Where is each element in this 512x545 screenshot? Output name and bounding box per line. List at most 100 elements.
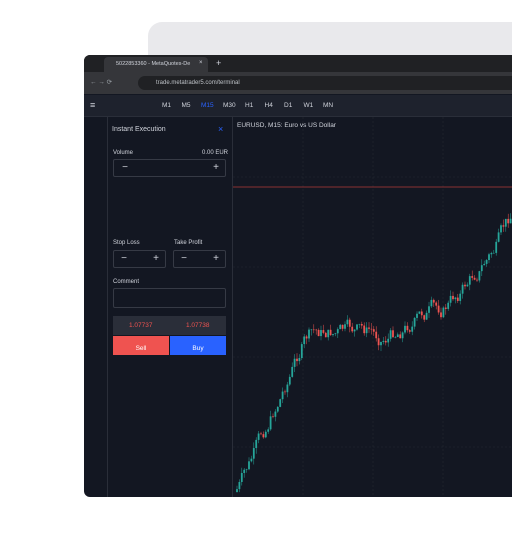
timeframe[interactable]: D1: [284, 102, 293, 109]
candle-body: [447, 302, 450, 309]
candle-body: [324, 332, 327, 338]
browser-window: 5022853360 - MetaQuotes-De × + ← → ⟳ tra…: [84, 55, 512, 497]
candle-body: [317, 329, 320, 337]
candle-body: [468, 276, 471, 285]
candle-body: [428, 306, 430, 313]
url: trade.metatrader5.com/terminal: [156, 80, 240, 86]
timeframe[interactable]: M30: [223, 102, 236, 109]
candle-body: [291, 366, 294, 377]
candle-body: [425, 312, 428, 320]
tab-title: 5022853360 - MetaQuotes-De: [116, 61, 191, 67]
candle-body: [305, 336, 308, 339]
candle-body: [300, 344, 303, 359]
candle-body: [303, 336, 306, 345]
order-panel: Instant Execution × Volume 0.00 EUR − + S…: [108, 117, 233, 497]
close-panel[interactable]: ×: [218, 124, 224, 134]
sell-button[interactable]: Sell: [113, 336, 169, 355]
address-row: ← → ⟳ trade.metatrader5.com/terminal: [84, 72, 512, 94]
timeframe[interactable]: H1: [245, 102, 254, 109]
candle-body: [380, 341, 382, 346]
candle-body: [272, 416, 274, 417]
take-profit-input[interactable]: − +: [173, 250, 226, 268]
stop-loss-input[interactable]: − +: [113, 250, 166, 268]
nav-buttons[interactable]: ← → ⟳: [90, 79, 113, 86]
candle-body: [449, 295, 452, 303]
address-bar[interactable]: trade.metatrader5.com/terminal: [138, 76, 512, 90]
candle-body: [267, 429, 270, 432]
candle-body: [461, 284, 464, 294]
sell-label: Sell: [135, 345, 147, 352]
candle-body: [276, 406, 279, 412]
chart-title: EURUSD, M15: Euro vs US Dollar: [237, 122, 337, 129]
candle-body: [245, 469, 248, 470]
candle-body: [238, 481, 241, 490]
volume-value: 0.00 EUR: [202, 150, 229, 156]
candle-body: [435, 302, 438, 306]
stop-loss-label: Stop Loss: [113, 240, 140, 246]
candle-body: [310, 329, 313, 331]
candle-body: [248, 461, 250, 470]
volume-label: Volume: [113, 150, 134, 156]
candle-body: [360, 323, 363, 326]
candle-body: [437, 305, 440, 313]
candle-body: [492, 252, 495, 254]
mode[interactable]: Instant Execution: [112, 126, 166, 133]
candle-body: [257, 433, 260, 440]
candle-body: [370, 328, 373, 330]
candle-body: [502, 225, 505, 227]
timeframe[interactable]: H4: [264, 102, 273, 109]
tab[interactable]: 5022853360 - MetaQuotes-De ×: [104, 57, 208, 72]
candle-body: [387, 338, 390, 343]
comment-label: Comment: [113, 279, 140, 285]
candle-body: [459, 293, 462, 301]
candle-body: [269, 416, 272, 430]
candle-body: [375, 331, 378, 339]
candle-body: [322, 330, 325, 333]
chart-area: EURUSD, M15: Euro vs US Dollar: [233, 117, 512, 497]
candle-body: [356, 324, 358, 330]
comment-input[interactable]: [113, 288, 226, 308]
candle-body: [466, 284, 469, 287]
candle-body: [250, 458, 253, 462]
candle-body: [341, 324, 344, 329]
toolbar: ≡ M1 M5 M15 M30 H1 H4 D1 W1 MN: [84, 95, 512, 117]
volume-input[interactable]: − +: [113, 159, 226, 177]
timeframe[interactable]: MN: [323, 102, 334, 109]
timeframe[interactable]: M15: [201, 102, 214, 109]
candle-body: [365, 327, 368, 334]
timeframe[interactable]: W1: [303, 102, 314, 109]
candle-body: [281, 391, 284, 400]
candle-body: [384, 340, 387, 343]
candle-body: [315, 329, 318, 331]
new-tab[interactable]: +: [216, 58, 222, 68]
candle-body: [404, 325, 406, 333]
candle-body: [408, 330, 411, 332]
buy-button[interactable]: Buy: [170, 336, 226, 355]
candle-body: [490, 253, 493, 255]
candle-body: [353, 329, 356, 332]
tab-close[interactable]: ×: [199, 60, 203, 66]
candle-body: [430, 299, 433, 307]
candle-body: [260, 433, 262, 435]
candle-body: [368, 327, 370, 329]
candle-body: [334, 333, 337, 335]
candle-body: [284, 391, 286, 393]
candle-body: [243, 469, 246, 474]
timeframe[interactable]: M1: [162, 102, 172, 109]
candle-body: [471, 276, 474, 278]
candle-body: [420, 311, 423, 316]
candle-body: [348, 319, 351, 327]
candle-body: [396, 334, 399, 337]
candle-body: [372, 329, 375, 332]
candle-body: [406, 325, 409, 331]
candle-body: [255, 439, 258, 449]
candle-body: [432, 299, 435, 303]
candle-body: [416, 313, 418, 318]
candle-body: [382, 340, 385, 342]
candle-body: [497, 232, 500, 242]
tab-bar: 5022853360 - MetaQuotes-De × +: [84, 55, 512, 72]
timeframe[interactable]: M5: [181, 102, 191, 109]
menu-icon[interactable]: ≡: [90, 100, 96, 110]
grid: [233, 117, 512, 497]
candle-body: [274, 411, 277, 417]
